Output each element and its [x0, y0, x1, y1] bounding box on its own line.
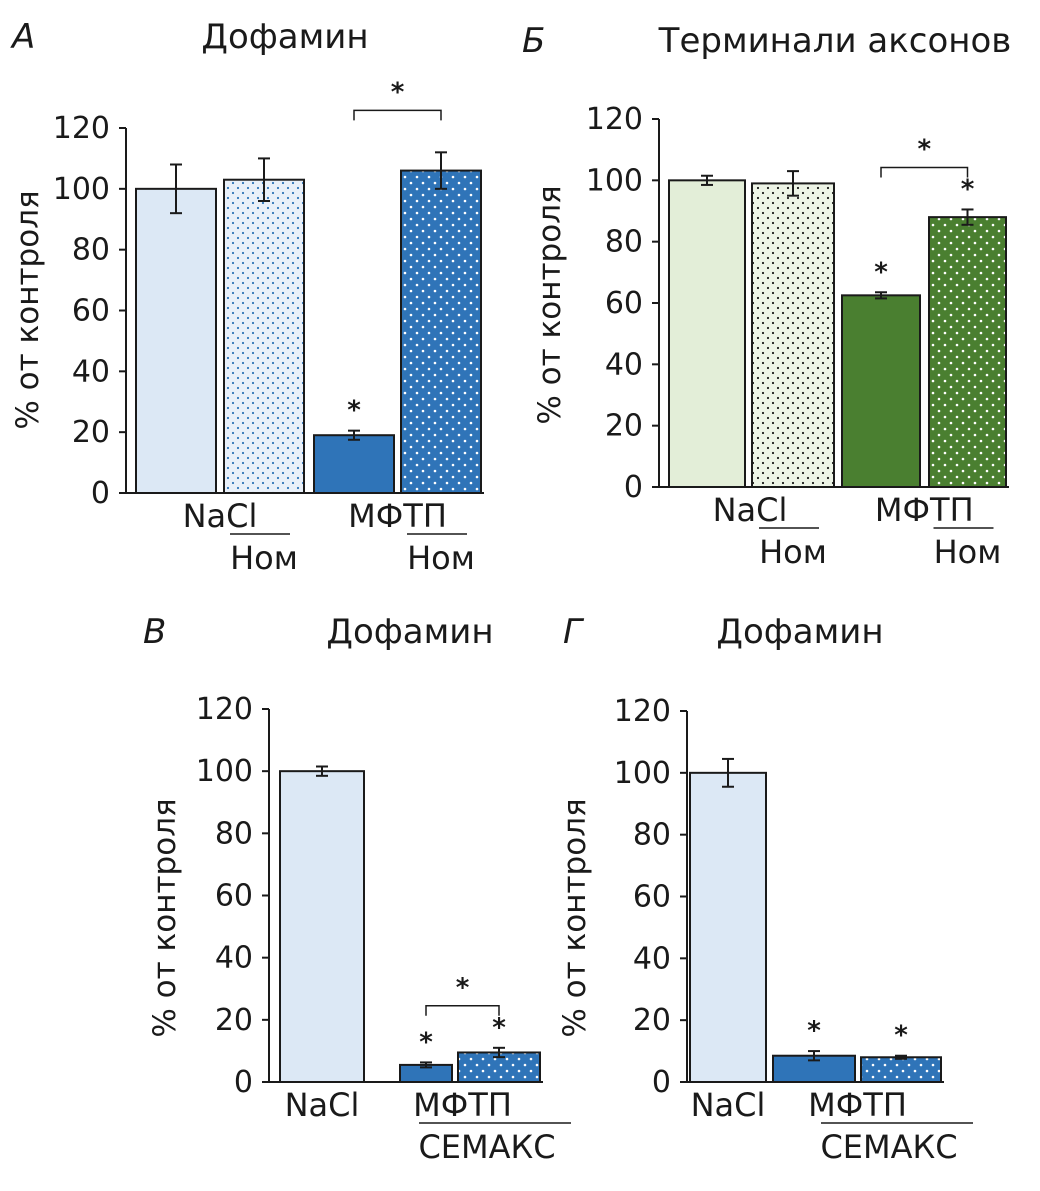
- panel-a: А Дофамин % от контроля: [10, 17, 369, 430]
- x-group-label: NaCl: [183, 497, 258, 535]
- bracket-star: *: [456, 973, 470, 1003]
- x-sub-label: Ном: [934, 533, 1002, 571]
- panel-c: В Дофамин % от контроля: [143, 612, 494, 1038]
- x-group-label: МФТП: [413, 1086, 512, 1124]
- bar: [135, 187, 217, 494]
- y-tick-label: 0: [91, 476, 110, 511]
- y-tick-label: 60: [633, 880, 671, 915]
- significance-bracket: [353, 109, 442, 121]
- panel-letter: В: [143, 612, 166, 652]
- x-group-label: NaCl: [691, 1086, 766, 1124]
- x-sub-label: Ном: [759, 533, 827, 571]
- panel-letter: Г: [563, 612, 585, 652]
- panel-d: Г Дофамин % от контроля: [557, 612, 884, 1038]
- plot-3: 0 20 40 60 80 100 120 * * NaCl МФТП СЕМАКС: [614, 694, 973, 1166]
- y-axis-label: % от контроля: [10, 190, 46, 429]
- bracket-star: *: [917, 134, 931, 164]
- y-tick-label: 60: [72, 294, 110, 329]
- y-tick-label: 120: [614, 694, 671, 729]
- x-sub-label: СЕМАКС: [418, 1128, 555, 1166]
- significance-star: *: [961, 174, 975, 204]
- bar: [928, 216, 1007, 488]
- bar: [223, 178, 305, 494]
- x-sub-label: Ном: [407, 539, 475, 577]
- bar: [860, 1056, 942, 1084]
- x-sub-label: СЕМАКС: [820, 1128, 957, 1166]
- significance-star: *: [492, 1013, 506, 1043]
- significance-star: *: [419, 1027, 433, 1057]
- significance-star: *: [807, 1016, 821, 1046]
- y-tick-label: 100: [196, 754, 253, 789]
- bar: [841, 294, 921, 489]
- y-tick-label: 80: [72, 233, 110, 268]
- y-tick-label: 0: [624, 470, 643, 505]
- panel-title: Дофамин: [201, 17, 368, 57]
- y-tick-label: 40: [215, 941, 253, 976]
- y-tick-label: 20: [215, 1003, 253, 1038]
- bar: [689, 771, 767, 1083]
- y-tick-label: 60: [605, 286, 643, 321]
- y-tick-label: 120: [586, 102, 643, 137]
- y-axis-label: % от контроля: [147, 798, 183, 1037]
- bar: [751, 182, 835, 488]
- y-tick-label: 0: [652, 1065, 671, 1100]
- panel-b: Б Терминали аксонов % от контроля: [522, 21, 1011, 425]
- y-tick-label: 40: [605, 347, 643, 382]
- y-tick-label: 100: [53, 172, 110, 207]
- y-tick-label: 100: [614, 756, 671, 791]
- significance-star: *: [347, 396, 361, 426]
- bar: [668, 179, 746, 488]
- y-axis-label: % от контроля: [532, 185, 568, 424]
- y-tick-label: 40: [72, 354, 110, 389]
- x-group-label: МФТП: [875, 491, 974, 529]
- panel-letter: Б: [522, 21, 545, 61]
- y-tick-label: 60: [215, 879, 253, 914]
- bar: [400, 169, 482, 494]
- significance-star: *: [874, 257, 888, 287]
- bar: [313, 434, 395, 495]
- y-tick-label: 120: [196, 692, 253, 727]
- x-group-label: МФТП: [808, 1086, 907, 1124]
- significance-star: *: [894, 1021, 908, 1051]
- significance-bracket: [880, 166, 969, 178]
- y-tick-label: 0: [234, 1065, 253, 1100]
- panel-title: Дофамин: [716, 612, 883, 652]
- plot-2: 0 20 40 60 80 100 120 * * * NaCl МФТП СЕМАКС: [196, 692, 571, 1166]
- y-tick-label: 20: [605, 409, 643, 444]
- plot-0: 0 20 40 60 80 100 120 * * NaCl МФТП Ном Ном: [53, 77, 484, 577]
- y-tick-label: 20: [633, 1003, 671, 1038]
- x-sub-label: Ном: [230, 539, 298, 577]
- significance-bracket: [425, 1005, 500, 1016]
- y-tick-label: 80: [215, 816, 253, 851]
- panel-title: Дофамин: [326, 612, 493, 652]
- bar: [279, 770, 365, 1084]
- x-group-label: NaCl: [285, 1086, 360, 1124]
- plots: 0 20 40 60 80 100 120 * * NaCl МФТП Ном Ном 0 20 40 60 80…: [53, 77, 1009, 1166]
- panel-title: Терминали аксонов: [658, 21, 1012, 61]
- y-tick-label: 100: [586, 163, 643, 198]
- y-tick-label: 80: [605, 225, 643, 260]
- plot-1: 0 20 40 60 80 100 120 * * * NaCl МФТП Ном Ном: [586, 102, 1009, 571]
- y-axis-label: % от контроля: [557, 798, 593, 1037]
- y-tick-label: 20: [72, 415, 110, 450]
- y-tick-label: 40: [633, 941, 671, 976]
- x-group-label: МФТП: [348, 497, 447, 535]
- bracket-star: *: [391, 77, 405, 107]
- y-tick-label: 80: [633, 818, 671, 853]
- panel-letter: А: [10, 17, 35, 57]
- x-group-label: NaCl: [713, 491, 788, 529]
- y-tick-label: 120: [53, 111, 110, 146]
